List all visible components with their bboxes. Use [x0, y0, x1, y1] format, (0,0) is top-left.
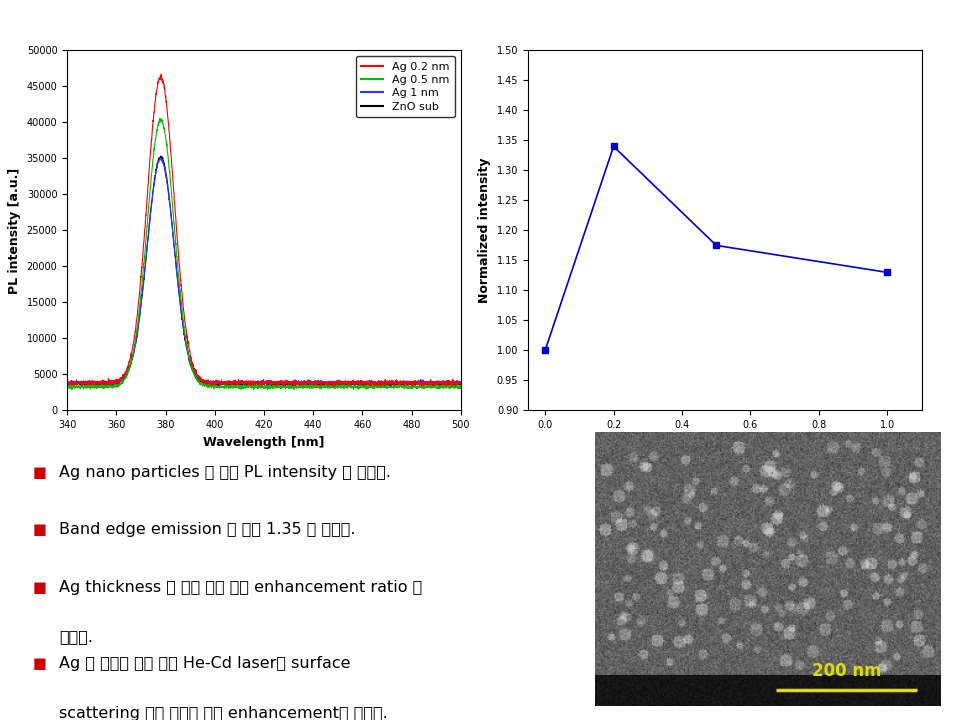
Legend: Ag 0.2 nm, Ag 0.5 nm, Ag 1 nm, ZnO sub: Ag 0.2 nm, Ag 0.5 nm, Ag 1 nm, ZnO sub: [355, 56, 455, 117]
ZnO sub: [455, 378, 467, 387]
Line: Ag 0.2 nm: Ag 0.2 nm: [67, 74, 461, 386]
Ag 1 nm: [444, 378, 455, 387]
Line: Ag 0.5 nm: Ag 0.5 nm: [67, 118, 461, 390]
Ag 0.2 nm: [449, 382, 461, 390]
Ag 0.5 nm: [372, 383, 383, 392]
Ag 0.5 nm: [243, 382, 254, 390]
Text: ■: ■: [33, 522, 46, 537]
Ag 0.2 nm: [243, 377, 254, 386]
Ag 0.2 nm: [372, 379, 383, 387]
X-axis label: Wavelength [nm]: Wavelength [nm]: [204, 436, 324, 449]
Text: ■: ■: [33, 657, 46, 671]
Ag 0.5 nm: [444, 383, 455, 392]
ZnO sub: [243, 379, 254, 388]
Ag 1 nm: [82, 377, 93, 385]
Ag 0.2 nm: [82, 379, 93, 388]
Text: 200 nm: 200 nm: [811, 662, 881, 680]
Ag 1 nm: [155, 154, 166, 163]
Ag 0.5 nm: [455, 382, 467, 391]
Ag 1 nm: [61, 379, 73, 387]
Ag 0.5 nm: [82, 382, 93, 390]
Text: ■: ■: [33, 465, 46, 480]
Ag 0.5 nm: [155, 114, 166, 122]
Ag 1 nm: [372, 379, 383, 387]
Ag 0.5 nm: [66, 385, 78, 394]
ZnO sub: [82, 380, 93, 389]
Ag 0.2 nm: [455, 379, 467, 388]
Y-axis label: PL intensity [a.u.]: PL intensity [a.u.]: [8, 167, 21, 294]
Line: ZnO sub: ZnO sub: [67, 156, 461, 387]
ZnO sub: [444, 379, 456, 387]
Text: Band edge emission 이 최대 1.35 배 향상됨.: Band edge emission 이 최대 1.35 배 향상됨.: [59, 522, 355, 537]
Ag 0.5 nm: [444, 384, 456, 393]
Ag 0.2 nm: [444, 379, 455, 388]
Y-axis label: Normalized intensity: Normalized intensity: [478, 158, 492, 303]
Line: Ag 1 nm: Ag 1 nm: [67, 158, 461, 385]
Ag 1 nm: [253, 379, 265, 388]
Text: scattering 등의 요인에 의해 enhancement가 작아짔.: scattering 등의 요인에 의해 enhancement가 작아짔.: [59, 706, 388, 720]
Ag 0.2 nm: [444, 379, 455, 387]
Ag 0.2 nm: [253, 379, 265, 388]
Ag 0.2 nm: [156, 70, 167, 78]
ZnO sub: [378, 382, 390, 391]
ZnO sub: [444, 381, 455, 390]
Text: Ag 가 두꺼워 짐에 따라 He-Cd laser의 surface: Ag 가 두꺼워 짐에 따라 He-Cd laser의 surface: [59, 657, 350, 671]
ZnO sub: [372, 381, 383, 390]
Ag 0.5 nm: [61, 383, 73, 392]
Ag 1 nm: [455, 379, 467, 387]
Ag 1 nm: [243, 378, 254, 387]
Text: ■: ■: [33, 580, 46, 595]
Ag 0.5 nm: [253, 382, 265, 390]
Ag 1 nm: [215, 381, 227, 390]
ZnO sub: [156, 152, 167, 161]
Text: Ag thickness 가 증가 함에 따라 enhancement ratio 가: Ag thickness 가 증가 함에 따라 enhancement rati…: [59, 580, 422, 595]
X-axis label: Ag thickness [nm]: Ag thickness [nm]: [661, 436, 788, 449]
ZnO sub: [61, 380, 73, 389]
Ag 0.2 nm: [61, 378, 73, 387]
Text: Ag nano particles 에 의해 PL intensity 가 증가함.: Ag nano particles 에 의해 PL intensity 가 증가…: [59, 465, 391, 480]
ZnO sub: [253, 379, 265, 387]
Text: 감소함.: 감소함.: [59, 629, 93, 644]
Ag 1 nm: [444, 379, 456, 388]
